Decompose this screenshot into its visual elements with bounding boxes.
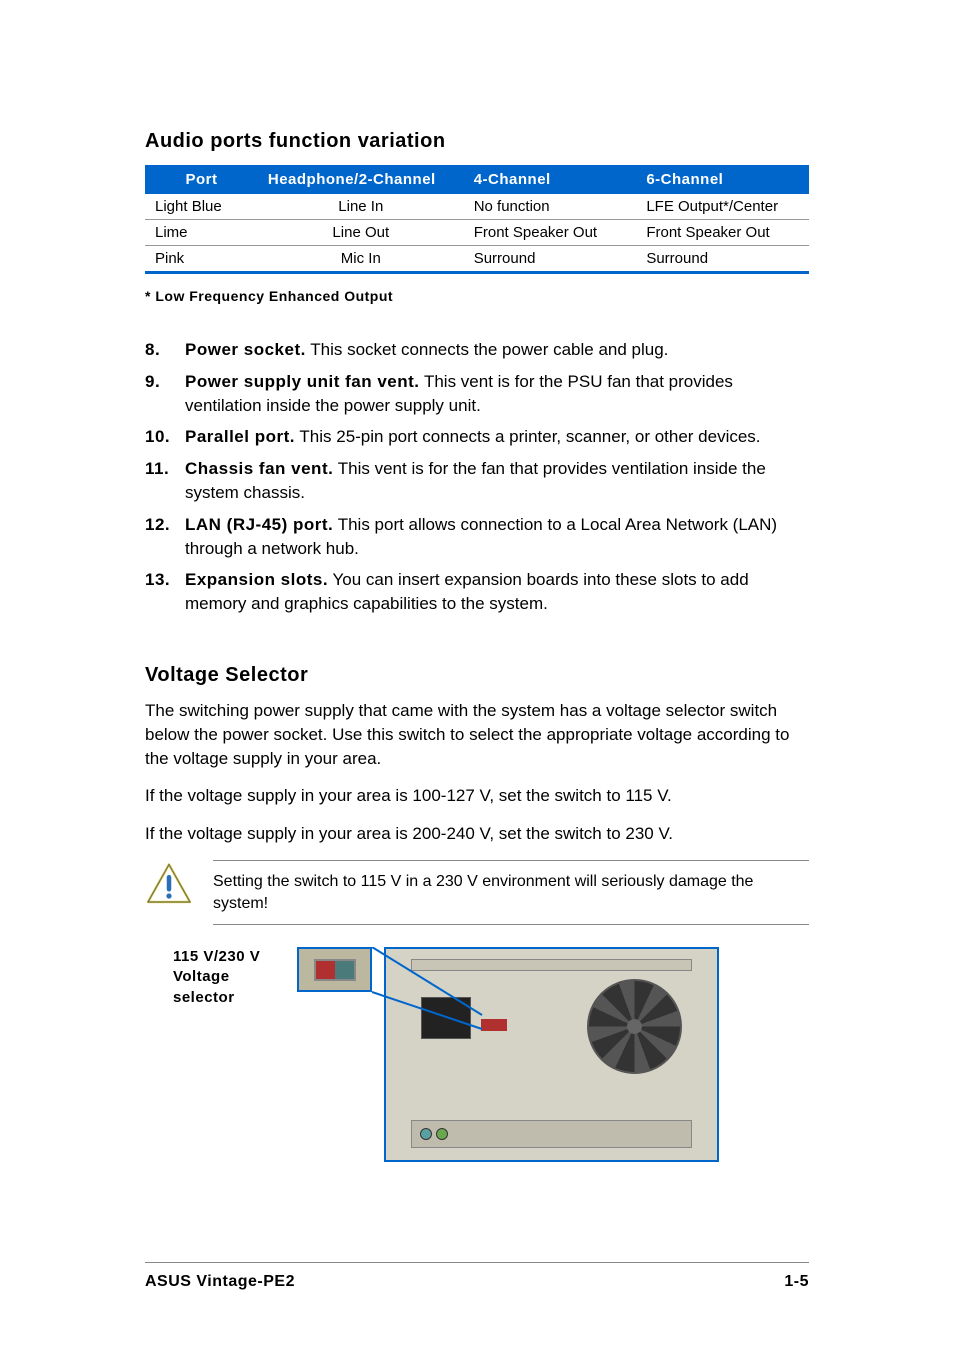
item-number: 10. [145, 425, 185, 449]
warning-callout: Setting the switch to 115 V in a 230 V e… [145, 860, 809, 925]
footer-page-number: 1-5 [784, 1273, 809, 1291]
col-4ch-header: 4-Channel [464, 165, 637, 194]
selector-figure-row: 115 V/230 V Voltage selector [145, 947, 809, 1162]
voltage-para-2: If the voltage supply in your area is 10… [145, 784, 809, 808]
item-label: Power socket. [185, 340, 306, 359]
item-body: Power socket. This socket connects the p… [185, 338, 809, 362]
voltage-para-3: If the voltage supply in your area is 20… [145, 822, 809, 846]
warning-text: Setting the switch to 115 V in a 230 V e… [213, 860, 809, 925]
cell: Line Out [258, 220, 464, 246]
cell: Surround [636, 246, 809, 273]
col-port-header: Port [145, 165, 258, 194]
item-number: 8. [145, 338, 185, 362]
item-label: Expansion slots. [185, 570, 328, 589]
table-row: Lime Line Out Front Speaker Out Front Sp… [145, 220, 809, 246]
page-footer: ASUS Vintage-PE2 1-5 [145, 1262, 809, 1291]
item-body: Power supply unit fan vent. This vent is… [185, 370, 809, 418]
table-row: Pink Mic In Surround Surround [145, 246, 809, 273]
list-item: 12. LAN (RJ-45) port. This port allows c… [145, 513, 809, 561]
cell: LFE Output*/Center [636, 194, 809, 220]
item-text: This socket connects the power cable and… [306, 340, 669, 359]
list-item: 13. Expansion slots. You can insert expa… [145, 568, 809, 616]
psu-rear-panel [384, 947, 719, 1162]
warning-icon [145, 860, 193, 913]
cell: Lime [145, 220, 258, 246]
voltage-selector-section: Voltage Selector The switching power sup… [145, 664, 809, 1162]
item-label: Power supply unit fan vent. [185, 372, 420, 391]
cell: Light Blue [145, 194, 258, 220]
voltage-para-1: The switching power supply that came wit… [145, 699, 809, 770]
item-body: LAN (RJ-45) port. This port allows conne… [185, 513, 809, 561]
selector-label-line1: 115 V/230 V [173, 948, 260, 965]
table-footnote: * Low Frequency Enhanced Output [145, 288, 809, 304]
audio-ports-section: Audio ports function variation Port Head… [145, 130, 809, 304]
cell: Pink [145, 246, 258, 273]
item-number: 12. [145, 513, 185, 561]
list-item: 8. Power socket. This socket connects th… [145, 338, 809, 362]
cell: Front Speaker Out [636, 220, 809, 246]
power-socket-graphic [421, 997, 471, 1039]
table-header-row: Port Headphone/2-Channel 4-Channel 6-Cha… [145, 165, 809, 194]
cell: Surround [464, 246, 637, 273]
section-title-voltage: Voltage Selector [145, 664, 809, 687]
selector-label-line2: Voltage [173, 968, 230, 985]
footer-product: ASUS Vintage-PE2 [145, 1273, 295, 1291]
cell: Mic In [258, 246, 464, 273]
section-title-audio: Audio ports function variation [145, 130, 809, 153]
item-label: Chassis fan vent. [185, 459, 333, 478]
item-number: 9. [145, 370, 185, 418]
psu-fan-graphic [587, 979, 682, 1074]
list-item: 11. Chassis fan vent. This vent is for t… [145, 457, 809, 505]
psu-bottom-strip [411, 1120, 692, 1148]
item-body: Parallel port. This 25-pin port connects… [185, 425, 809, 449]
psu-top-strip [411, 959, 692, 971]
cell: Line In [258, 194, 464, 220]
col-6ch-header: 6-Channel [636, 165, 809, 194]
item-label: Parallel port. [185, 427, 295, 446]
cell: Front Speaker Out [464, 220, 637, 246]
feature-list: 8. Power socket. This socket connects th… [145, 338, 809, 616]
col-hp-header: Headphone/2-Channel [258, 165, 464, 194]
cell: No function [464, 194, 637, 220]
audio-jack-icon [420, 1128, 432, 1140]
item-number: 13. [145, 568, 185, 616]
item-text: This 25-pin port connects a printer, sca… [295, 427, 761, 446]
audio-ports-table: Port Headphone/2-Channel 4-Channel 6-Cha… [145, 165, 809, 274]
audio-jack-icon [436, 1128, 448, 1140]
item-body: Chassis fan vent. This vent is for the f… [185, 457, 809, 505]
voltage-switch-graphic [314, 959, 356, 981]
selector-label: 115 V/230 V Voltage selector [145, 947, 285, 1008]
list-item: 9. Power supply unit fan vent. This vent… [145, 370, 809, 418]
table-row: Light Blue Line In No function LFE Outpu… [145, 194, 809, 220]
item-number: 11. [145, 457, 185, 505]
item-label: LAN (RJ-45) port. [185, 515, 333, 534]
callout-zoom-box [297, 947, 372, 992]
list-item: 10. Parallel port. This 25-pin port conn… [145, 425, 809, 449]
voltage-switch-zoom [297, 947, 372, 992]
selector-label-line3: selector [173, 989, 235, 1006]
voltage-selector-graphic [481, 1019, 507, 1031]
item-body: Expansion slots. You can insert expansio… [185, 568, 809, 616]
